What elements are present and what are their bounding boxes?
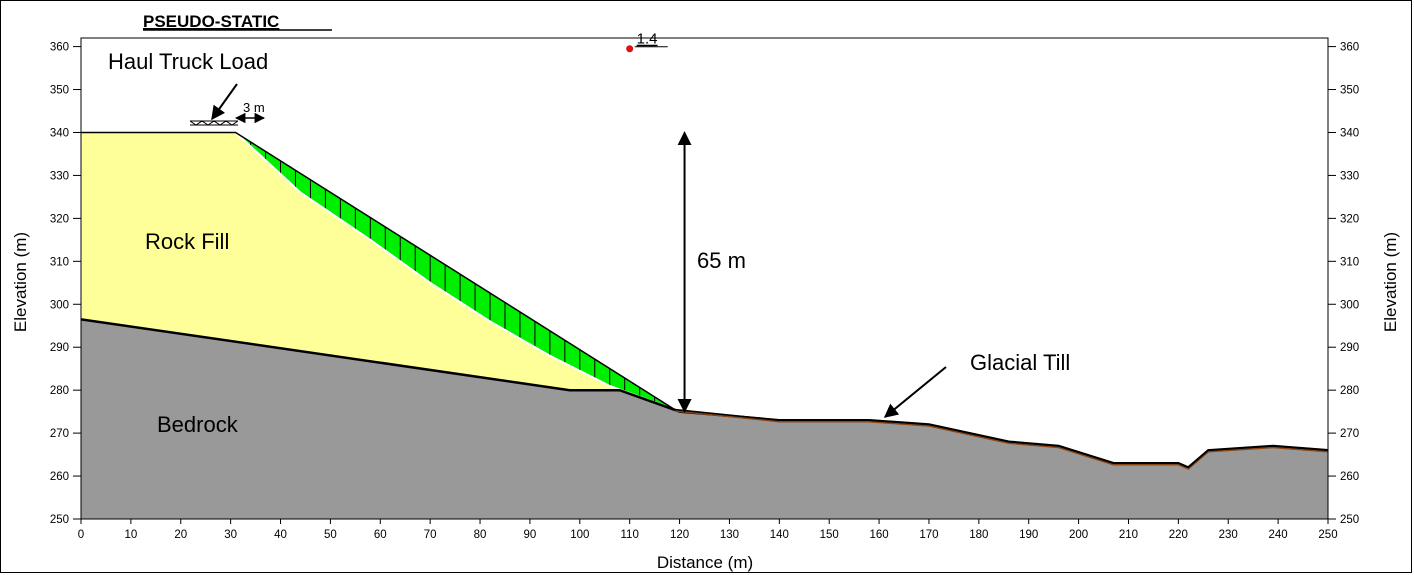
y-tick-label-right: 280 — [1340, 385, 1359, 397]
haul-truck-load-symbol — [189, 120, 239, 126]
y-tick-label-left: 320 — [50, 213, 69, 225]
x-tick-label: 50 — [324, 529, 337, 541]
slip-surface — [234, 131, 675, 411]
y-tick-label-left: 260 — [50, 471, 69, 483]
plot-border — [80, 37, 1329, 520]
y-axis-title-right: Elevation (m) — [1381, 232, 1400, 332]
x-tick-label: 10 — [124, 529, 137, 541]
x-tick-label: 190 — [1019, 529, 1038, 541]
x-tick-label: 70 — [424, 529, 437, 541]
glacial-till-arrow — [883, 366, 947, 418]
x-tick-label: 170 — [919, 529, 938, 541]
y-tick-label-left: 300 — [50, 299, 69, 311]
x-tick-label: 60 — [374, 529, 387, 541]
x-tick-label: 30 — [224, 529, 237, 541]
x-tick-label: 230 — [1219, 529, 1238, 541]
factor-of-safety-label: 1.4 — [637, 31, 658, 48]
x-tick-label: 220 — [1169, 529, 1188, 541]
fos-point-marker — [626, 45, 634, 53]
y-tick-label-right: 350 — [1340, 85, 1359, 97]
x-axis-title: Distance (m) — [657, 553, 753, 572]
y-tick-label-left: 340 — [50, 127, 69, 139]
y-tick-label-left: 350 — [50, 85, 69, 97]
y-axis-ticks: 250 250 260 260 270 270 280 280 290 290 300 300 310 3… — [50, 42, 1359, 526]
x-tick-label: 90 — [524, 529, 537, 541]
y-tick-label-right: 340 — [1340, 127, 1359, 139]
x-tick-label: 110 — [621, 529, 639, 541]
x-tick-label: 180 — [969, 529, 988, 541]
x-tick-label: 250 — [1318, 529, 1337, 541]
x-tick-label: 80 — [474, 529, 487, 541]
x-tick-label: 20 — [174, 529, 187, 541]
y-tick-label-right: 270 — [1340, 428, 1359, 440]
y-tick-label-right: 360 — [1340, 42, 1359, 54]
haul-truck-label: Haul Truck Load — [108, 49, 268, 74]
y-tick-label-right: 250 — [1340, 514, 1359, 526]
slope-height-label: 65 m — [697, 248, 746, 273]
y-tick-label-right: 290 — [1340, 342, 1359, 354]
bedrock-region — [81, 319, 1328, 519]
y-tick-label-left: 250 — [50, 514, 69, 526]
x-axis-ticks: 0 10 20 30 40 50 60 70 80 90 100 110 120 130 140 150 160… — [78, 519, 1338, 541]
y-tick-label-left: 270 — [50, 428, 69, 440]
glacial-till-layer — [674, 410, 1328, 470]
y-tick-label-left: 360 — [50, 42, 69, 54]
y-tick-label-right: 330 — [1340, 170, 1359, 182]
x-tick-label: 200 — [1069, 529, 1088, 541]
haul-truck-arrow — [211, 83, 238, 121]
slip-slices — [250, 141, 656, 403]
analysis-title: PSEUDO-STATIC — [143, 12, 279, 31]
rock-fill-label: Rock Fill — [145, 229, 229, 254]
x-tick-label: 130 — [720, 529, 739, 541]
x-tick-label: 160 — [869, 529, 888, 541]
y-axis-title-left: Elevation (m) — [11, 232, 30, 332]
x-tick-label: 120 — [670, 529, 689, 541]
x-tick-label: 0 — [78, 529, 84, 541]
y-tick-label-right: 300 — [1340, 299, 1359, 311]
ground-surface-line — [81, 131, 1328, 469]
y-tick-label-left: 280 — [50, 385, 69, 397]
glacial-till-label: Glacial Till — [970, 350, 1070, 375]
x-tick-label: 140 — [770, 529, 789, 541]
y-tick-label-left: 330 — [50, 170, 69, 182]
y-tick-label-left: 290 — [50, 342, 69, 354]
x-tick-label: 40 — [274, 529, 287, 541]
y-tick-label-right: 260 — [1340, 471, 1359, 483]
x-tick-label: 240 — [1269, 529, 1288, 541]
x-tick-label: 150 — [820, 529, 839, 541]
x-tick-label: 100 — [570, 529, 589, 541]
x-tick-label: 210 — [1119, 529, 1138, 541]
setback-label: 3 m — [243, 100, 265, 115]
y-tick-label-right: 310 — [1340, 256, 1359, 268]
y-tick-label-left: 310 — [50, 256, 69, 268]
y-tick-label-right: 320 — [1340, 213, 1359, 225]
bedrock-label: Bedrock — [157, 412, 239, 437]
